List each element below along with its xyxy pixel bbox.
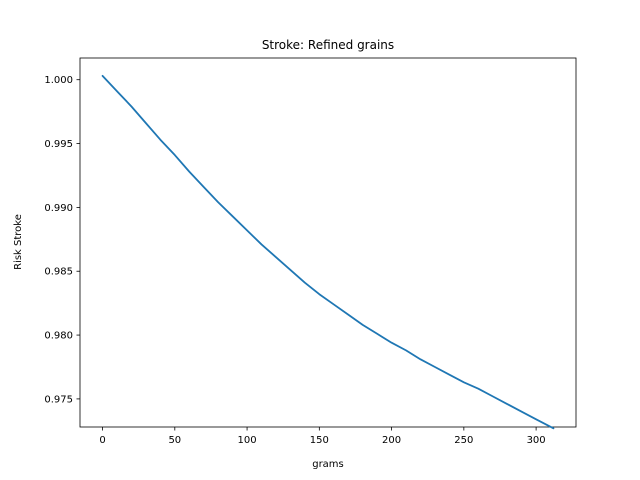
x-tick-label: 50 (168, 435, 181, 446)
y-tick-label: 0.990 (44, 203, 73, 214)
x-axis-ticks: 0 50 100 150 200 250 300 (99, 427, 546, 446)
y-tick-label: 0.995 (44, 139, 73, 150)
x-tick-label: 300 (527, 435, 546, 446)
chart-title: Stroke: Refined grains (262, 38, 394, 52)
x-tick-label: 100 (238, 435, 257, 446)
y-tick-label: 0.985 (44, 267, 73, 278)
plot-area (79, 57, 577, 430)
x-tick-label: 0 (99, 435, 105, 446)
x-tick-label: 250 (454, 435, 473, 446)
x-tick-label: 200 (382, 435, 401, 446)
x-axis-label: grams (312, 459, 344, 470)
y-tick-label: 0.980 (44, 331, 73, 342)
plot-frame (79, 57, 577, 428)
series-line (101, 74, 555, 430)
series-layer (101, 74, 555, 430)
y-axis-label: Risk Stroke (13, 214, 24, 270)
y-axis-ticks: 0.975 0.980 0.985 0.990 0.995 1.000 (44, 75, 80, 405)
x-tick-label: 150 (310, 435, 329, 446)
y-tick-label: 1.000 (44, 75, 73, 86)
y-tick-label: 0.975 (44, 394, 73, 405)
